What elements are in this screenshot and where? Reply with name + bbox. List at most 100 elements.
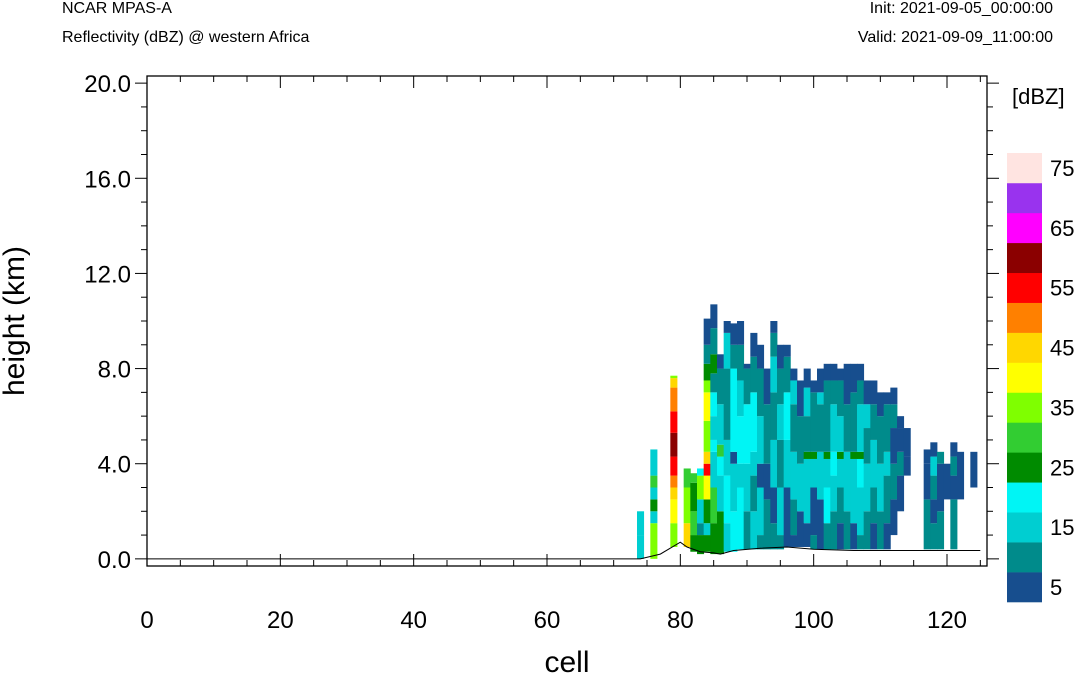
reflectivity-cell [870,380,878,405]
reflectivity-cell [890,499,898,536]
y-tick-label: 12.0 [84,261,131,288]
reflectivity-cell [670,432,678,457]
model-title: NCAR MPAS-A [62,0,172,17]
reflectivity-cell [850,523,858,550]
reflectivity-cell [710,416,718,440]
reflectivity-cell [757,487,765,536]
y-tick-label: 4.0 [98,452,131,479]
reflectivity-cell [897,428,905,452]
reflectivity-cell [817,499,825,550]
valid-time: Valid: 2021-09-09_11:00:00 [857,29,1053,46]
reflectivity-cell [870,404,878,440]
colorbar-bin [1007,153,1042,184]
colorbar-label: 25 [1050,455,1074,480]
reflectivity-cell [903,428,911,457]
x-tick-label: 20 [267,607,294,634]
reflectivity-cell [970,451,978,488]
reflectivity-cell [930,456,938,476]
reflectivity-cell [883,523,891,550]
reflectivity-cell [670,456,678,476]
colorbar-bin [1007,242,1042,274]
reflectivity-cell [817,404,825,452]
reflectivity-cell [810,458,818,488]
reflectivity-cell [797,416,805,464]
reflectivity-cell [750,475,758,512]
reflectivity-cell [750,356,758,393]
reflectivity-cell [763,463,771,500]
reflectivity-cell [650,487,658,500]
reflectivity-cell [877,511,885,550]
reflectivity-cell [790,499,798,536]
reflectivity-cell [810,392,818,452]
reflectivity-cell [830,380,838,405]
reflectivity-cell [650,475,658,488]
reflectivity-cell [710,439,718,452]
reflectivity-cell [703,535,711,552]
colorbar-bin [1007,212,1042,244]
reflectivity-cell [810,451,818,459]
reflectivity-cell [823,380,831,452]
reflectivity-cell [743,363,751,369]
reflectivity-cell [850,392,858,452]
colorbar-label: 75 [1050,156,1074,181]
reflectivity-cell [710,451,718,488]
y-axis-title: height (km) [0,246,31,396]
reflectivity-cell [930,523,938,550]
colorbar-label: 55 [1050,276,1074,301]
reflectivity-cell [883,392,891,405]
reflectivity-cell [803,451,811,459]
reflectivity-cell [877,463,885,512]
reflectivity-cell [730,511,738,552]
reflectivity-cell [690,482,698,512]
reflectivity-cell [823,451,831,459]
reflectivity-cell [850,458,858,524]
colorbar-bin [1007,272,1042,303]
reflectivity-cell [790,451,798,500]
reflectivity-cell [870,487,878,524]
reflectivity-cell [703,451,711,464]
reflectivity-cell [730,368,738,452]
reflectivity-cell [703,475,711,500]
colorbar-bin [1007,542,1042,573]
reflectivity-cell [670,387,678,412]
reflectivity-cell [743,511,751,550]
reflectivity-cell [717,475,725,512]
reflectivity-cell [903,456,911,476]
reflectivity-cell [670,523,678,547]
reflectivity-cell [723,368,731,440]
reflectivity-cell [783,439,791,488]
reflectivity-cell [790,380,798,405]
reflectivity-cell [837,416,845,452]
reflectivity-cell [790,404,798,452]
reflectivity-cell [697,475,705,500]
reflectivity-cell [930,499,938,524]
reflectivity-cell [850,363,858,393]
reflectivity-cell [763,499,771,550]
reflectivity-cell [890,428,898,464]
reflectivity-cell [803,523,811,547]
reflectivity-cell [743,463,751,512]
field-subtitle: Reflectivity (dBZ) @ western Africa [62,29,310,46]
x-tick-label: 40 [400,607,427,634]
reflectivity-cell [670,411,678,433]
reflectivity-cell [797,380,805,417]
reflectivity-cell [703,523,711,536]
reflectivity-cell [823,363,831,381]
reflectivity-cell [757,463,765,488]
reflectivity-cell [803,458,811,524]
reflectivity-cell [717,511,725,555]
reflectivity-cell [723,475,731,524]
reflectivity-cell [857,535,865,550]
reflectivity-cell [810,535,818,550]
reflectivity-cell [777,487,785,536]
reflectivity-cell [637,511,645,536]
reflectivity-cell [790,368,798,381]
reflectivity-cell [830,511,838,550]
reflectivity-cell [877,416,885,464]
reflectivity-cell [723,321,731,333]
reflectivity-cell [730,344,738,369]
colorbar-label: 5 [1050,575,1062,600]
colorbar-bin [1007,362,1042,393]
reflectivity-cell [777,404,785,440]
reflectivity-cell [637,535,645,559]
